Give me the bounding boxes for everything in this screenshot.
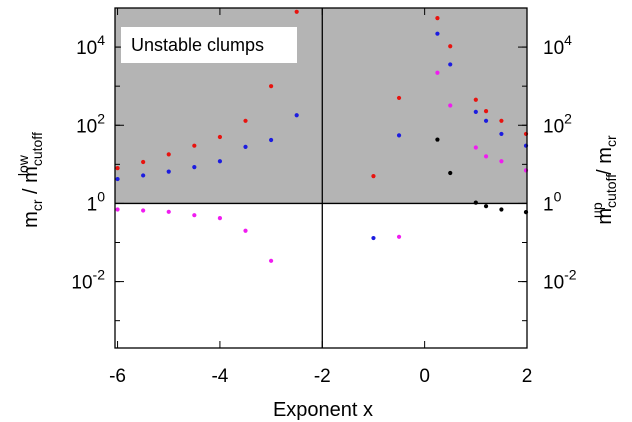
data-point-series-1 — [448, 44, 453, 49]
data-point-series-1 — [192, 143, 197, 148]
data-point-series-1 — [473, 97, 478, 102]
data-point-series-3 — [166, 209, 171, 214]
y-axis-ticks: 10-2 10-2 10 10 102 102 104 104 — [71, 7, 577, 322]
data-point-series-1 — [396, 95, 402, 101]
data-point-series-2 — [435, 31, 440, 36]
data-point-series-1 — [243, 118, 248, 123]
x-tick-label: -6 — [109, 366, 126, 387]
data-point-series-3 — [192, 213, 197, 218]
data-point-series-4 — [473, 200, 478, 205]
data-point-series-1 — [141, 159, 146, 165]
reference-lines — [115, 8, 527, 348]
x-axis-ticks: -6 -4 -2 0 2 — [109, 8, 532, 387]
x-tick-label: 2 — [522, 366, 533, 387]
data-point-series-3 — [396, 234, 402, 239]
y-tick-label-left: 10-2 — [71, 267, 105, 294]
data-point-series-4 — [448, 170, 453, 176]
data-point-series-3 — [483, 154, 489, 159]
plot-frame — [114, 7, 528, 349]
data-point-series-3 — [499, 159, 504, 164]
data-point-series-1 — [166, 152, 171, 157]
data-point-series-2 — [166, 169, 171, 174]
x-tick-label: -2 — [314, 366, 331, 387]
data-point-series-2 — [192, 164, 197, 170]
data-point-series-2 — [294, 113, 299, 118]
data-point-series-2 — [396, 133, 402, 138]
data-point-series-1 — [371, 174, 376, 179]
data-point-series-2 — [268, 137, 274, 143]
x-tick-label: 0 — [419, 366, 430, 387]
data-point-series-4 — [483, 204, 489, 209]
y-tick-label-left: 102 — [76, 110, 105, 137]
data-point-series-1 — [483, 109, 489, 114]
data-point-series-3 — [141, 208, 146, 213]
y-axis-title-right: mcutoffup / mcr — [589, 135, 619, 225]
data-point-series-2 — [371, 235, 376, 241]
data-point-series-2 — [115, 176, 120, 182]
data-point-series-3 — [115, 207, 120, 212]
data-point-series-1 — [217, 134, 223, 140]
annotation-text: Unstable clumps — [131, 35, 264, 55]
data-point-series-4 — [435, 137, 440, 142]
data-point-series-1 — [268, 84, 274, 89]
data-point-series-3 — [217, 216, 223, 221]
data-point-series-3 — [473, 145, 478, 150]
data-point-series-4 — [499, 207, 504, 212]
data-point-series-2 — [243, 144, 248, 149]
data-point-series-2 — [483, 118, 489, 123]
y-tick-label-right: 10-2 — [543, 267, 577, 294]
x-tick-label: -4 — [211, 366, 228, 387]
data-point-series-2 — [448, 62, 453, 67]
y-tick-label-left: 104 — [76, 32, 105, 59]
y-axis-title-left: mcr / mcutofflow — [15, 132, 45, 228]
data-point-series-1 — [435, 16, 440, 21]
y-tick-label-right: 104 — [543, 32, 572, 59]
data-point-series-3 — [435, 70, 440, 75]
data-point-series-3 — [268, 258, 274, 263]
y-tick-label-left: 10 — [87, 188, 106, 215]
data-point-series-2 — [141, 173, 146, 178]
data-point-series-3 — [243, 228, 248, 233]
data-point-series-1 — [294, 9, 299, 14]
y-tick-label-right: 10 — [543, 188, 562, 215]
data-point-series-1 — [499, 118, 504, 123]
y-tick-label-right: 102 — [543, 110, 572, 137]
data-point-series-1 — [115, 166, 120, 171]
x-axis-title: Exponent x — [273, 399, 373, 421]
annotation-box: Unstable clumps — [121, 27, 297, 63]
data-point-series-2 — [499, 131, 504, 137]
data-point-series-2 — [217, 159, 223, 164]
data-point-series-2 — [473, 109, 478, 114]
data-point-series-3 — [448, 103, 453, 108]
